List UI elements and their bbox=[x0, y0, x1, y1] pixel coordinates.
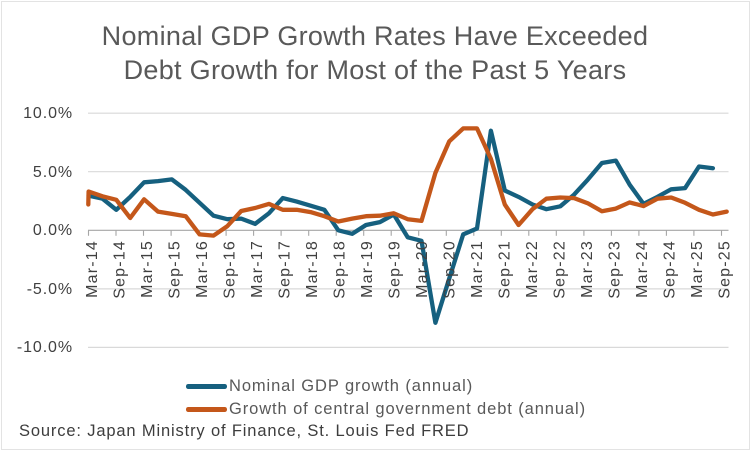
svg-text:Sep-25: Sep-25 bbox=[717, 240, 734, 299]
svg-text:Sep-14: Sep-14 bbox=[112, 240, 129, 299]
svg-text:Sep-19: Sep-19 bbox=[387, 240, 404, 299]
svg-text:Mar-14: Mar-14 bbox=[84, 240, 101, 298]
svg-text:Mar-15: Mar-15 bbox=[139, 240, 156, 298]
svg-text:Mar-18: Mar-18 bbox=[304, 240, 321, 298]
svg-text:Mar-22: Mar-22 bbox=[524, 240, 541, 298]
svg-text:Mar-23: Mar-23 bbox=[579, 240, 596, 298]
svg-text:Mar-25: Mar-25 bbox=[689, 240, 706, 298]
svg-text:Mar-24: Mar-24 bbox=[634, 240, 651, 298]
svg-text:Sep-21: Sep-21 bbox=[497, 240, 514, 299]
svg-text:Sep-17: Sep-17 bbox=[277, 240, 294, 299]
svg-text:Sep-16: Sep-16 bbox=[222, 240, 239, 299]
svg-text:Mar-19: Mar-19 bbox=[359, 240, 376, 298]
svg-text:Sep-24: Sep-24 bbox=[662, 240, 679, 299]
svg-text:Sep-18: Sep-18 bbox=[332, 240, 349, 299]
svg-text:Mar-16: Mar-16 bbox=[194, 240, 211, 298]
svg-text:Sep-23: Sep-23 bbox=[607, 240, 624, 299]
svg-text:Sep-15: Sep-15 bbox=[167, 240, 184, 299]
svg-text:Mar-21: Mar-21 bbox=[469, 240, 486, 298]
svg-text:Mar-20: Mar-20 bbox=[414, 240, 431, 298]
svg-text:Sep-22: Sep-22 bbox=[552, 240, 569, 299]
svg-text:Mar-17: Mar-17 bbox=[249, 240, 266, 298]
svg-text:Sep-20: Sep-20 bbox=[442, 240, 459, 299]
